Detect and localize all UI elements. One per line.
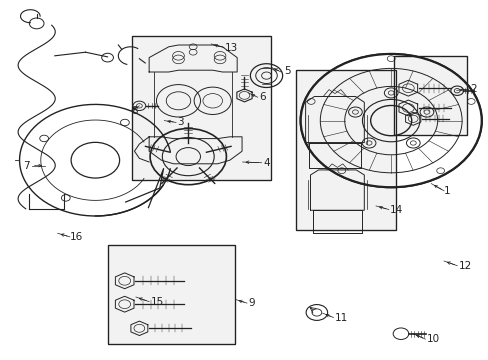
- Bar: [295, 70, 395, 230]
- Bar: [295, 70, 395, 230]
- Text: 13: 13: [224, 42, 238, 53]
- Text: 5: 5: [284, 66, 291, 76]
- Text: 12: 12: [458, 261, 471, 271]
- Text: 3: 3: [177, 117, 183, 127]
- Text: 1: 1: [443, 186, 450, 196]
- Text: 8: 8: [131, 105, 138, 116]
- Bar: [132, 36, 271, 180]
- Bar: [393, 56, 466, 135]
- Text: 9: 9: [248, 298, 255, 308]
- Bar: [107, 245, 234, 344]
- Bar: [393, 56, 466, 135]
- Text: 10: 10: [426, 334, 439, 344]
- Text: 7: 7: [23, 161, 30, 171]
- Text: 11: 11: [334, 312, 347, 323]
- Text: 14: 14: [389, 204, 403, 215]
- Text: 16: 16: [70, 232, 83, 242]
- Text: 4: 4: [263, 158, 269, 168]
- Bar: [132, 36, 271, 180]
- Text: 15: 15: [150, 297, 163, 307]
- Text: 2: 2: [469, 84, 476, 94]
- Text: 6: 6: [259, 92, 265, 102]
- Bar: [107, 245, 234, 344]
